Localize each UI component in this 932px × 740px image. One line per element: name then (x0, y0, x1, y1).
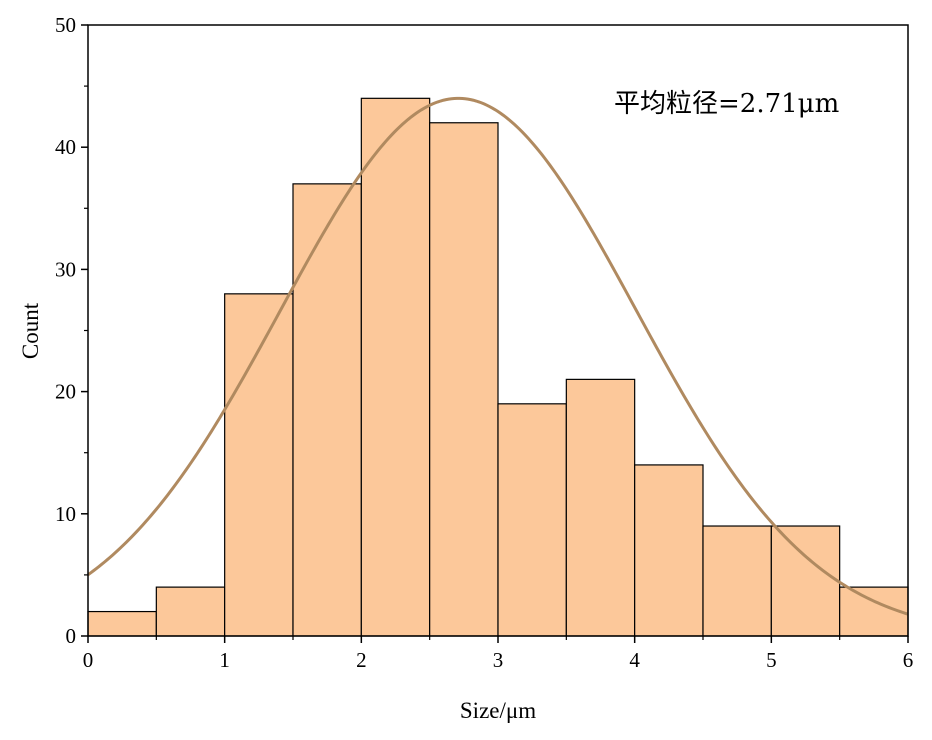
histogram-bar-10 (770, 525, 841, 637)
histogram-bar-2 (224, 293, 294, 637)
x-tick-label: 1 (219, 648, 230, 672)
x-tick-label: 5 (766, 648, 777, 672)
ticks-layer: 0 1 2 3 4 5 6 0 10 20 30 40 50 (55, 13, 913, 672)
y-tick-label: 40 (55, 135, 76, 159)
y-tick-label: 10 (55, 502, 76, 526)
histogram-bar-4 (360, 97, 431, 637)
x-tick-label: 2 (356, 648, 367, 672)
y-tick-label: 20 (55, 380, 76, 404)
gaussian-fit-curve (87, 96, 909, 616)
x-tick-label: 6 (903, 648, 914, 672)
x-axis-title: Size/μm (460, 698, 536, 723)
y-tick-label: 50 (55, 13, 76, 37)
histogram-bar-6 (497, 403, 567, 637)
histogram-bar-7 (565, 378, 636, 637)
x-tick-label: 0 (83, 648, 94, 672)
histogram-bar-8 (634, 464, 704, 637)
x-tick-label: 3 (493, 648, 504, 672)
y-tick-label: 0 (66, 624, 77, 648)
histogram-bar-9 (702, 525, 772, 637)
x-tick-label: 4 (629, 648, 640, 672)
mean-size-annotation: 平均粒径=2.71μm (614, 89, 839, 119)
y-axis-title: Count (18, 302, 43, 359)
bars-layer (87, 97, 909, 637)
histogram-bar-1 (155, 586, 226, 637)
histogram-bar-3 (292, 183, 362, 637)
y-tick-label: 30 (55, 257, 76, 281)
histogram-bar-5 (429, 122, 499, 637)
histogram-bar-0 (87, 610, 157, 637)
